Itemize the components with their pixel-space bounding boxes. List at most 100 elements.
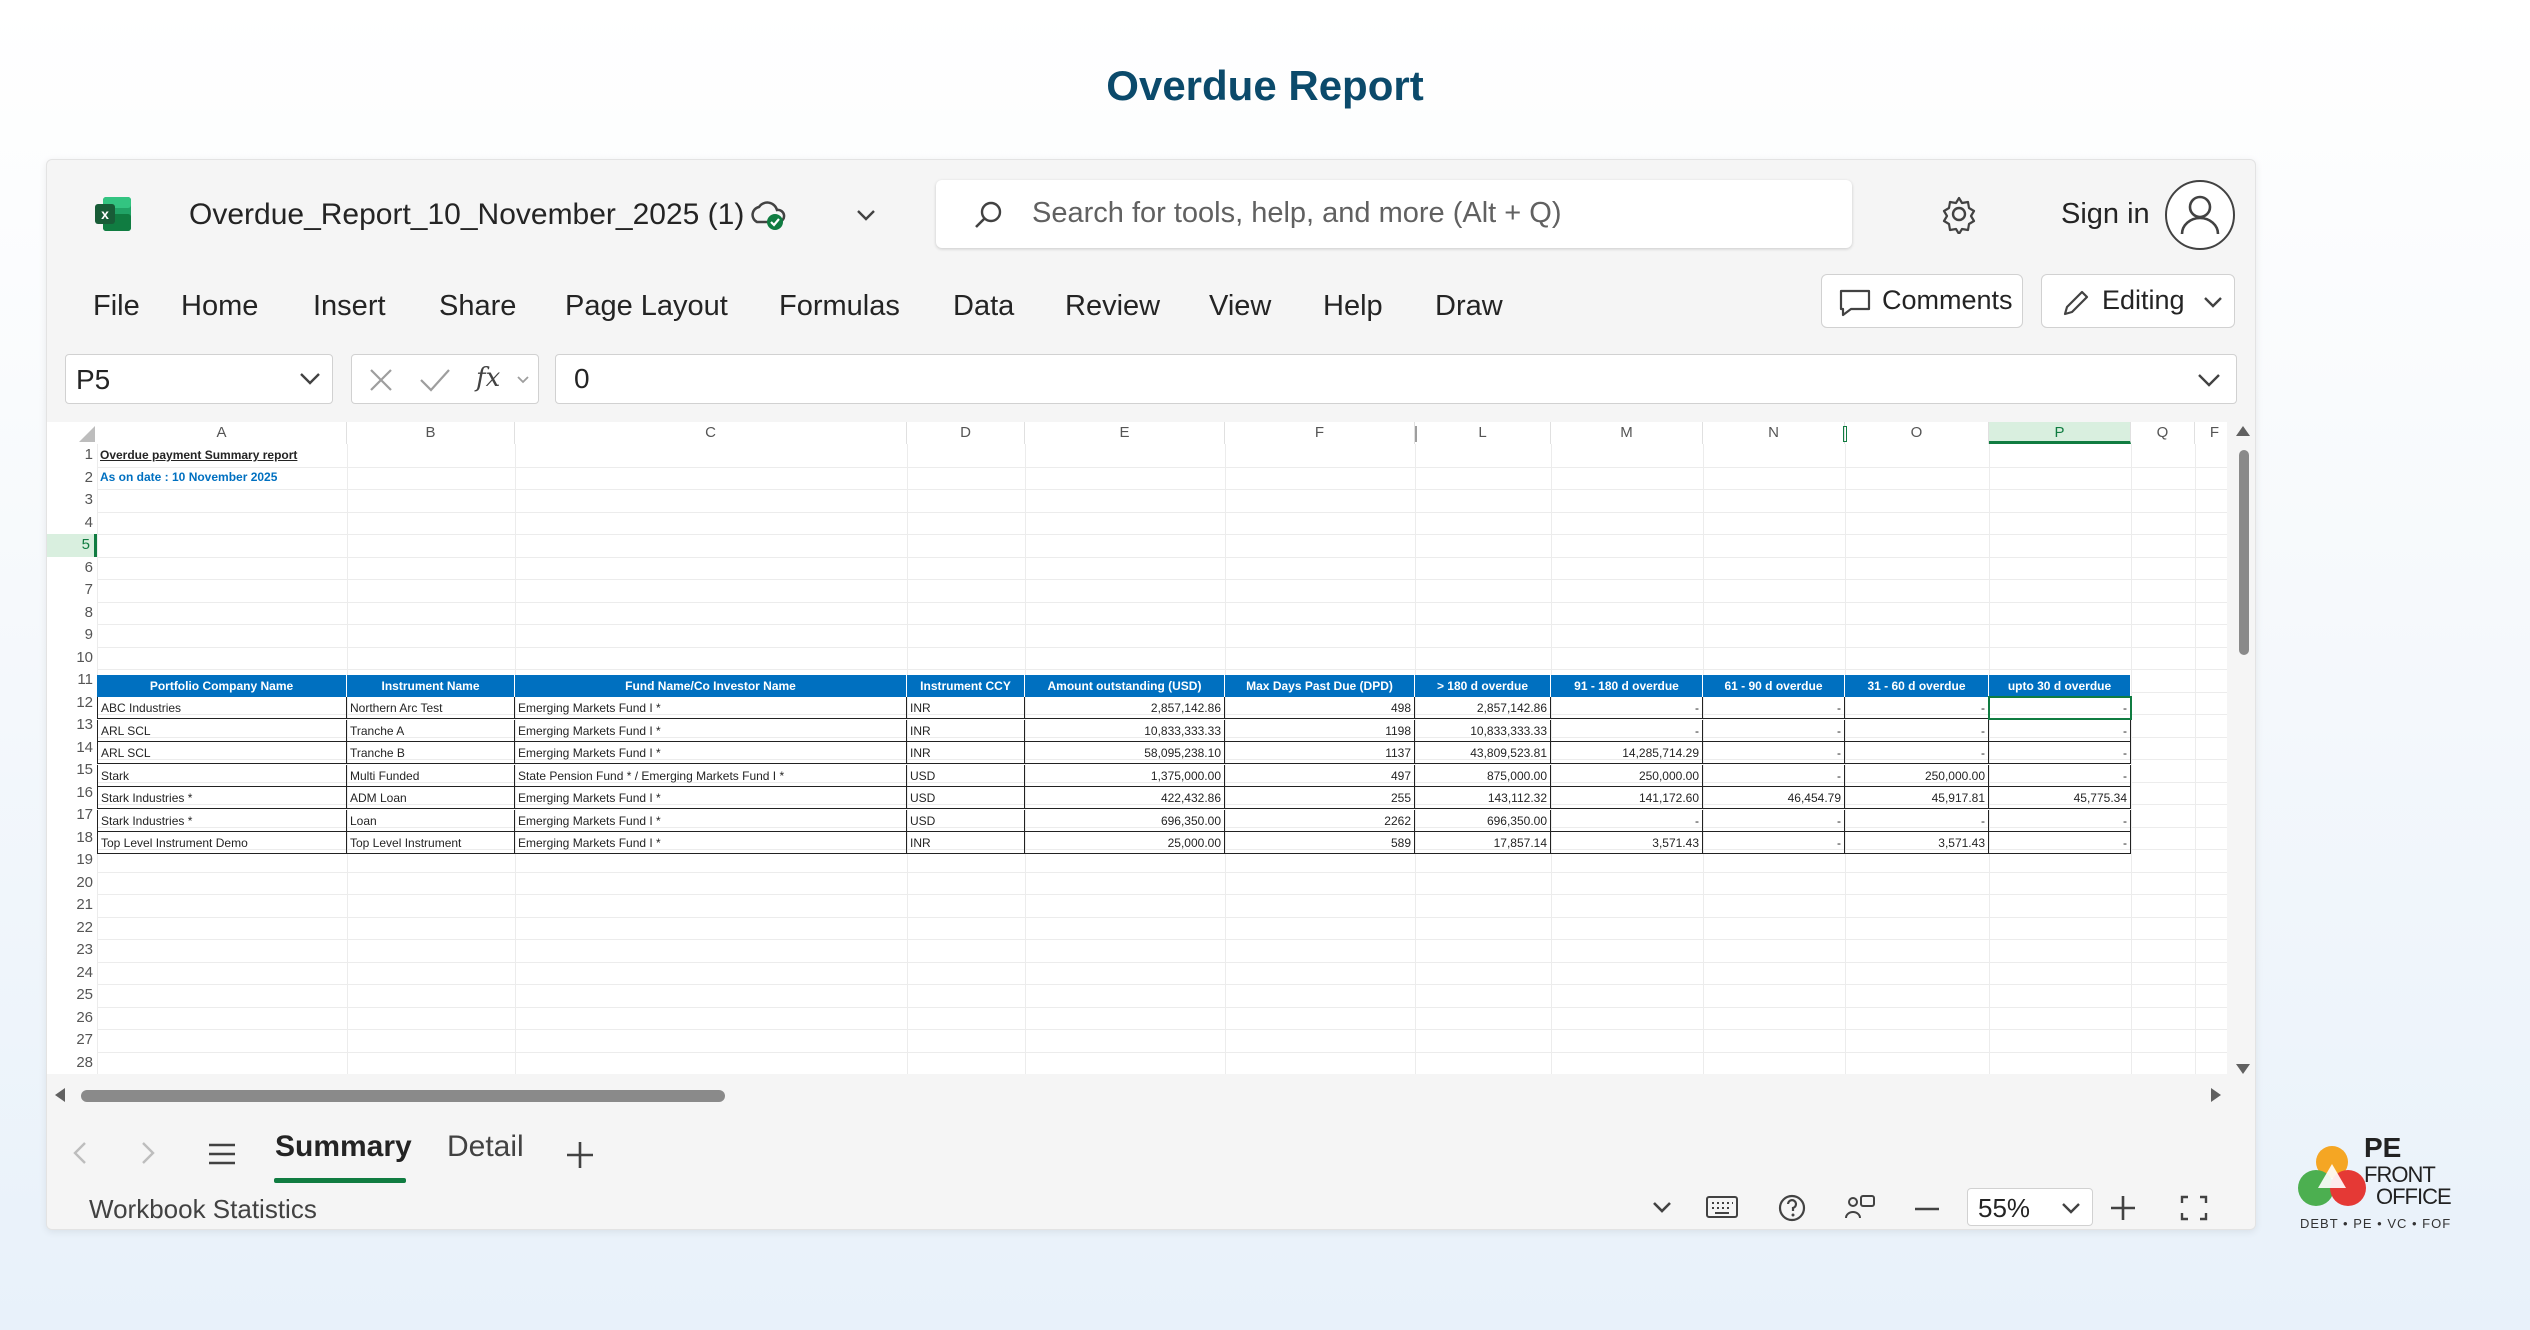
- row-header[interactable]: 23: [76, 941, 93, 958]
- chevron-down-icon[interactable]: [853, 202, 879, 228]
- table-cell[interactable]: 875,000.00: [1415, 764, 1551, 787]
- sign-in-link[interactable]: Sign in: [2061, 198, 2150, 230]
- gear-icon[interactable]: [1939, 194, 1979, 234]
- add-sheet-icon[interactable]: [565, 1140, 595, 1170]
- table-header[interactable]: Portfolio Company Name: [97, 675, 347, 697]
- row-header[interactable]: 5: [47, 534, 97, 557]
- table-cell[interactable]: ADM Loan: [347, 787, 515, 809]
- table-cell[interactable]: -: [1703, 809, 1845, 832]
- hidden-columns-marker[interactable]: [1415, 426, 1417, 442]
- vertical-scrollbar[interactable]: [2233, 422, 2253, 1082]
- table-cell[interactable]: -: [1551, 809, 1703, 832]
- column-header[interactable]: D: [907, 422, 1025, 444]
- table-header[interactable]: Instrument CCY: [907, 675, 1025, 697]
- table-cell[interactable]: Multi Funded: [347, 764, 515, 787]
- table-header[interactable]: Max Days Past Due (DPD): [1225, 675, 1415, 697]
- table-cell[interactable]: 58,095,238.10: [1025, 742, 1225, 764]
- row-header[interactable]: 26: [76, 1008, 93, 1026]
- column-header[interactable]: A: [97, 422, 347, 444]
- scroll-up-icon[interactable]: [2235, 424, 2251, 438]
- table-cell[interactable]: 696,350.00: [1025, 809, 1225, 832]
- row-header[interactable]: 3: [84, 491, 93, 508]
- menu-draw[interactable]: Draw: [1435, 290, 1503, 322]
- table-cell[interactable]: 25,000.00: [1025, 832, 1225, 854]
- table-cell[interactable]: -: [1703, 832, 1845, 854]
- table-cell[interactable]: ABC Industries: [97, 697, 347, 719]
- table-cell[interactable]: Tranche A: [347, 719, 515, 742]
- row-header[interactable]: 19: [76, 851, 93, 868]
- table-cell[interactable]: State Pension Fund * / Emerging Markets …: [515, 764, 907, 787]
- row-header[interactable]: 7: [84, 581, 93, 598]
- menu-home[interactable]: Home: [181, 290, 259, 322]
- table-cell[interactable]: 14,285,714.29: [1551, 742, 1703, 764]
- table-cell[interactable]: 3,571.43: [1551, 832, 1703, 854]
- column-header[interactable]: C: [515, 422, 907, 444]
- row-header[interactable]: 15: [76, 761, 93, 778]
- table-cell[interactable]: -: [1845, 697, 1989, 719]
- menu-review[interactable]: Review: [1065, 290, 1161, 322]
- menu-insert[interactable]: Insert: [313, 290, 386, 322]
- report-title[interactable]: Overdue payment Summary report: [100, 448, 298, 462]
- help-icon[interactable]: [1777, 1193, 1807, 1223]
- row-header[interactable]: 21: [76, 896, 93, 913]
- column-header[interactable]: N: [1703, 422, 1845, 444]
- scroll-down-icon[interactable]: [2235, 1062, 2251, 1076]
- insert-function-icon[interactable]: fx: [476, 363, 501, 393]
- table-cell[interactable]: 250,000.00: [1551, 764, 1703, 787]
- table-cell[interactable]: Emerging Markets Fund I *: [515, 719, 907, 742]
- keyboard-icon[interactable]: [1705, 1194, 1739, 1220]
- table-cell[interactable]: 46,454.79: [1703, 787, 1845, 809]
- table-header[interactable]: 31 - 60 d overdue: [1845, 675, 1989, 697]
- table-cell[interactable]: Stark: [97, 764, 347, 787]
- row-header[interactable]: 1: [84, 446, 93, 463]
- row-header[interactable]: 14: [76, 738, 93, 756]
- menu-share[interactable]: Share: [439, 290, 517, 322]
- report-as-on-date[interactable]: As on date : 10 November 2025: [100, 470, 278, 484]
- row-header[interactable]: 4: [84, 513, 93, 531]
- row-header[interactable]: 17: [76, 806, 93, 823]
- table-cell[interactable]: 498: [1225, 697, 1415, 719]
- table-cell[interactable]: 143,112.32: [1415, 787, 1551, 809]
- table-cell[interactable]: ARL SCL: [97, 719, 347, 742]
- table-cell[interactable]: 45,917.81: [1845, 787, 1989, 809]
- table-cell[interactable]: Emerging Markets Fund I *: [515, 697, 907, 719]
- table-header[interactable]: Amount outstanding (USD): [1025, 675, 1225, 697]
- table-cell[interactable]: USD: [907, 809, 1025, 832]
- row-header[interactable]: 10: [76, 648, 93, 666]
- scroll-right-icon[interactable]: [2209, 1087, 2223, 1103]
- table-cell[interactable]: -: [1703, 719, 1845, 742]
- table-cell[interactable]: INR: [907, 742, 1025, 764]
- menu-data[interactable]: Data: [953, 290, 1015, 322]
- table-cell[interactable]: INR: [907, 832, 1025, 854]
- table-cell[interactable]: -: [1989, 832, 2131, 854]
- editing-mode-button[interactable]: Editing: [2041, 274, 2235, 328]
- table-cell[interactable]: 2,857,142.86: [1025, 697, 1225, 719]
- horizontal-scrollbar[interactable]: [47, 1082, 2227, 1108]
- column-header[interactable]: F: [2195, 422, 2227, 444]
- table-cell[interactable]: 43,809,523.81: [1415, 742, 1551, 764]
- column-header[interactable]: M: [1551, 422, 1703, 444]
- menu-formulas[interactable]: Formulas: [779, 290, 900, 322]
- workbook-statistics[interactable]: Workbook Statistics: [89, 1194, 317, 1224]
- table-cell[interactable]: 1,375,000.00: [1025, 764, 1225, 787]
- table-cell[interactable]: -: [1703, 764, 1845, 787]
- table-cell[interactable]: 17,857.14: [1415, 832, 1551, 854]
- chevron-left-icon[interactable]: [71, 1140, 89, 1166]
- table-cell[interactable]: Emerging Markets Fund I *: [515, 832, 907, 854]
- zoom-out-icon[interactable]: [1913, 1206, 1941, 1212]
- table-cell[interactable]: -: [1703, 742, 1845, 764]
- chevron-right-icon[interactable]: [139, 1140, 157, 1166]
- comments-button[interactable]: Comments: [1821, 274, 2023, 328]
- table-header[interactable]: 91 - 180 d overdue: [1551, 675, 1703, 697]
- cloud-saved-icon[interactable]: [747, 198, 787, 232]
- table-cell[interactable]: 10,833,333.33: [1025, 719, 1225, 742]
- menu-file[interactable]: File: [93, 290, 140, 322]
- select-all-icon[interactable]: [79, 426, 95, 442]
- column-header[interactable]: B: [347, 422, 515, 444]
- column-header[interactable]: L: [1415, 422, 1551, 444]
- chevron-down-icon[interactable]: [1651, 1200, 1673, 1216]
- search-input[interactable]: Search for tools, help, and more (Alt + …: [936, 180, 1852, 248]
- table-cell[interactable]: 1198: [1225, 719, 1415, 742]
- column-header[interactable]: Q: [2131, 422, 2195, 444]
- row-header[interactable]: 2: [84, 468, 93, 486]
